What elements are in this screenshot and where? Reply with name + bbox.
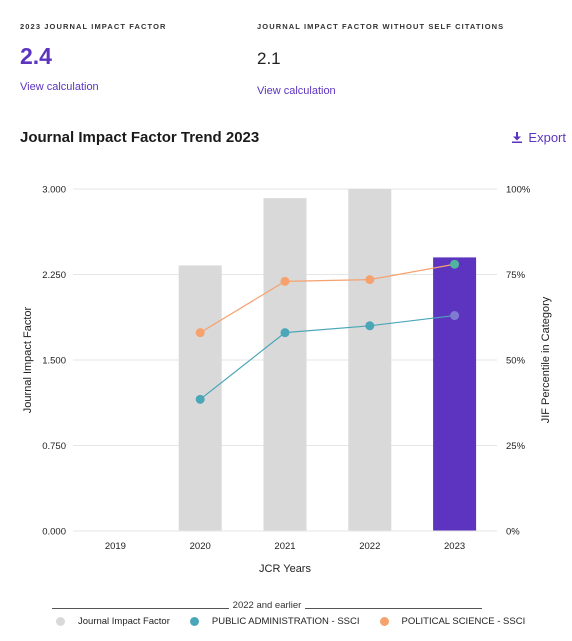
- trend-title: Journal Impact Factor Trend 2023: [20, 129, 260, 146]
- legend-divider-left: [52, 608, 229, 609]
- export-label: Export: [528, 130, 566, 145]
- y-tick-label: 0.000: [42, 527, 66, 538]
- y2-tick-label: 100%: [506, 185, 531, 196]
- jif-without-self-citations-metric: JOURNAL IMPACT FACTOR WITHOUT SELF CITAT…: [257, 22, 504, 97]
- y2-tick-label: 75%: [506, 270, 526, 281]
- legend-label-jif: Journal Impact Factor: [78, 616, 170, 627]
- legend-swatch-political-science: [379, 617, 389, 626]
- political-science-line: [199, 263, 455, 334]
- legend-divider-right: [305, 608, 483, 609]
- legend-item-public-administration[interactable]: PUBLIC ADMINISTRATION - SSCI: [189, 616, 360, 627]
- y2-tick-label: 50%: [506, 356, 526, 367]
- political-science-point-2022: [365, 275, 375, 285]
- chart-legend: Journal Impact Factor PUBLIC ADMINISTRAT…: [56, 616, 525, 627]
- jif-no-self-value: 2.1: [257, 49, 281, 68]
- legend-label-public-administration: PUBLIC ADMINISTRATION - SSCI: [211, 616, 360, 627]
- public-administration-line: [199, 314, 455, 400]
- public-administration-point-2020: [195, 394, 205, 404]
- x-tick-label: 2020: [190, 541, 211, 552]
- jif-metric: 2023 JOURNAL IMPACT FACTOR 2.4 View calc…: [20, 22, 167, 93]
- jif-no-self-label: JOURNAL IMPACT FACTOR WITHOUT SELF CITAT…: [257, 22, 505, 31]
- public-administration-point-2023: [450, 311, 460, 321]
- y-axis-title: Journal Impact Factor: [22, 306, 34, 413]
- legend-header: 2022 and earlier: [52, 600, 483, 611]
- legend-item-political-science[interactable]: POLITICAL SCIENCE - SSCI: [379, 616, 526, 627]
- legend-item-jif[interactable]: Journal Impact Factor: [56, 616, 170, 627]
- export-button[interactable]: Export: [512, 130, 566, 145]
- y-tick-label: 1.500: [42, 356, 66, 367]
- x-tick-label: 2022: [359, 541, 380, 552]
- x-tick-label: 2021: [274, 541, 295, 552]
- jif-bar-2021: [263, 198, 307, 531]
- y-tick-label: 2.250: [42, 270, 66, 281]
- jif-label: 2023 JOURNAL IMPACT FACTOR: [20, 22, 167, 31]
- public-administration-point-2021: [280, 328, 290, 338]
- legend-swatch-jif: [56, 617, 65, 626]
- jif-view-calculation-link[interactable]: View calculation: [20, 81, 99, 93]
- y2-axis-title: JIF Percentile in Category: [540, 296, 552, 423]
- jif-bar-2022: [348, 189, 392, 531]
- y2-tick-label: 25%: [506, 441, 526, 452]
- y-tick-label: 3.000: [42, 185, 66, 196]
- jif-value: 2.4: [20, 43, 52, 69]
- x-tick-label: 2019: [105, 541, 126, 552]
- x-tick-label: 2023: [444, 541, 465, 552]
- y2-tick-label: 0%: [506, 527, 520, 538]
- legend-label-political-science: POLITICAL SCIENCE - SSCI: [401, 616, 526, 627]
- x-axis-title: JCR Years: [259, 563, 311, 575]
- y-tick-label: 0.750: [42, 441, 66, 452]
- political-science-point-2023: [450, 259, 460, 269]
- jif-bar-2023: [433, 257, 477, 531]
- legend-swatch-public-administration: [189, 617, 199, 626]
- legend-header-label: 2022 and earlier: [232, 600, 302, 611]
- political-science-point-2021: [280, 276, 290, 286]
- political-science-point-2020: [195, 328, 205, 338]
- download-icon: [512, 132, 523, 143]
- jif-no-self-view-calculation-link[interactable]: View calculation: [257, 85, 336, 97]
- public-administration-point-2022: [365, 321, 375, 331]
